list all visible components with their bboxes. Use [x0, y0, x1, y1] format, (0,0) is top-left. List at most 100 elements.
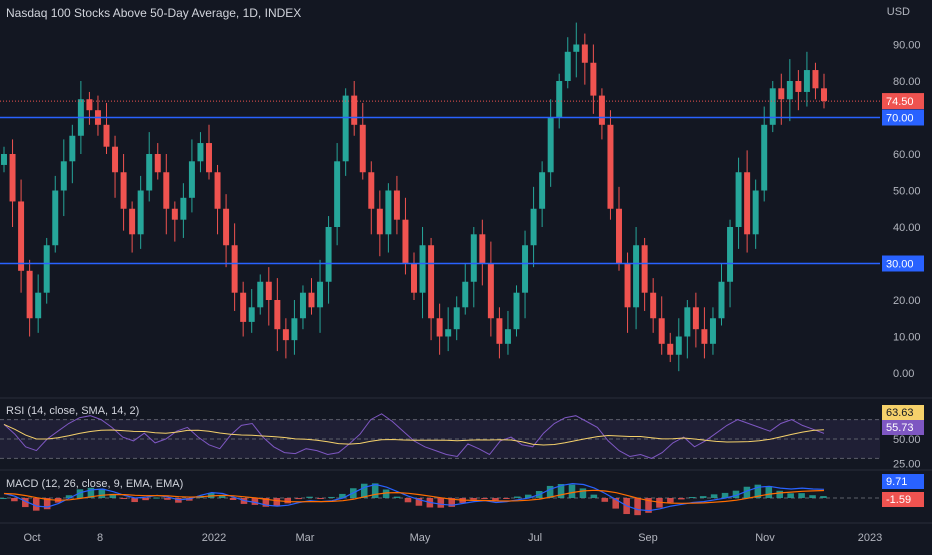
candle-body: [129, 208, 136, 235]
candle-body: [419, 245, 426, 293]
candle-body: [60, 161, 67, 191]
macd-histogram-bar: [404, 498, 412, 503]
macd-histogram-bar: [339, 493, 346, 498]
candle-body: [137, 190, 144, 235]
candle-body: [641, 245, 648, 293]
candle-body: [325, 227, 332, 282]
candle-body: [624, 263, 631, 308]
macd-histogram-bar: [284, 498, 291, 504]
hline-label-bg: [882, 255, 924, 272]
candle-body: [453, 307, 460, 330]
macd-histogram-bar: [448, 498, 455, 507]
macd-histogram-bar: [360, 483, 368, 498]
rsi-title: RSI (14, close, SMA, 14, 2): [6, 405, 140, 417]
candle-body: [744, 172, 751, 235]
candle-body: [590, 62, 597, 96]
candle-body: [223, 208, 230, 246]
hline-label: 30.00: [886, 259, 914, 271]
candle-body: [761, 124, 768, 191]
x-tick-label: Sep: [638, 532, 658, 544]
candle-body: [180, 197, 187, 220]
macd-histogram-bar: [514, 496, 521, 498]
macd-histogram-bar: [109, 493, 117, 498]
macd-histogram-bar: [437, 498, 445, 508]
last-price-label-bg: [882, 93, 924, 110]
y-tick-label: 40.00: [893, 222, 921, 234]
y-tick-label: 20.00: [893, 295, 921, 307]
macd-histogram-bar: [732, 490, 740, 498]
macd-histogram-bar: [262, 498, 270, 507]
macd-histogram-bar: [120, 498, 127, 500]
macd-signal-line: [3, 489, 825, 504]
macd-histogram-bar: [251, 498, 259, 505]
candle-body: [282, 329, 289, 341]
candle-body: [795, 81, 802, 92]
macd-histogram-bar: [645, 498, 652, 513]
candle-body: [428, 245, 435, 319]
candle-body: [607, 124, 614, 209]
macd-histogram-bar: [492, 498, 499, 501]
candle-body: [709, 318, 716, 344]
macd-histogram-bar: [415, 498, 423, 506]
macd-histogram-bar: [393, 496, 401, 498]
candle-body: [112, 146, 119, 173]
candle-body: [146, 154, 153, 191]
x-tick-label: Nov: [755, 532, 775, 544]
macd-histogram-bar: [809, 495, 816, 498]
candle-body: [402, 219, 409, 264]
candle-body: [154, 154, 161, 173]
candle-body: [411, 263, 417, 293]
candle-body: [445, 329, 452, 337]
candle-body: [633, 245, 640, 308]
candle-body: [86, 99, 93, 111]
candle-body: [667, 343, 674, 355]
candle-body: [504, 329, 511, 344]
last-price-label: 74.50: [886, 96, 914, 108]
macd-label-bg: [882, 474, 924, 489]
candle-body: [299, 292, 306, 319]
candle-body: [359, 124, 366, 173]
candle-body: [547, 117, 554, 173]
macd-histogram-bar: [699, 496, 707, 498]
candle-body: [778, 88, 785, 100]
candle-body: [188, 161, 195, 198]
candle-body: [206, 143, 212, 173]
candle-body: [334, 161, 341, 227]
x-tick-label: May: [410, 532, 431, 544]
macd-histogram-bar: [601, 498, 609, 502]
candle-body: [564, 51, 571, 81]
candle-body: [197, 143, 204, 162]
macd-histogram-bar: [754, 484, 762, 498]
rsi-ma-label: 63.63: [886, 407, 914, 419]
rsi-ma-line: [3, 423, 825, 446]
candle-body: [812, 70, 819, 89]
macd-histogram-bar: [164, 498, 171, 500]
candle-body: [581, 44, 588, 63]
candle-body: [231, 245, 238, 293]
x-tick-label: Oct: [23, 532, 40, 544]
macd-histogram-bar: [820, 496, 827, 498]
macd-histogram-bar: [656, 498, 663, 508]
candle-body: [43, 245, 50, 293]
candle-body: [376, 208, 383, 235]
candle-body: [556, 81, 563, 118]
candle-body: [718, 281, 725, 319]
macd-histogram-bar: [524, 494, 532, 498]
macd-histogram-bar: [470, 498, 477, 500]
hline-label-bg: [882, 109, 924, 126]
x-tick-label: 2022: [202, 532, 226, 544]
candle-body: [103, 124, 110, 147]
candle-body: [291, 318, 298, 341]
macd-histogram-bar: [131, 498, 138, 503]
macd-histogram-bar: [568, 484, 576, 498]
y-tick-label: 10.00: [893, 332, 921, 344]
candle-body: [393, 190, 400, 220]
candle-body: [69, 135, 76, 162]
candle-body: [9, 154, 16, 202]
candle-body: [368, 172, 375, 209]
candle-body: [692, 307, 699, 330]
macd-histogram-bar: [667, 498, 674, 503]
candle-body: [821, 88, 827, 102]
